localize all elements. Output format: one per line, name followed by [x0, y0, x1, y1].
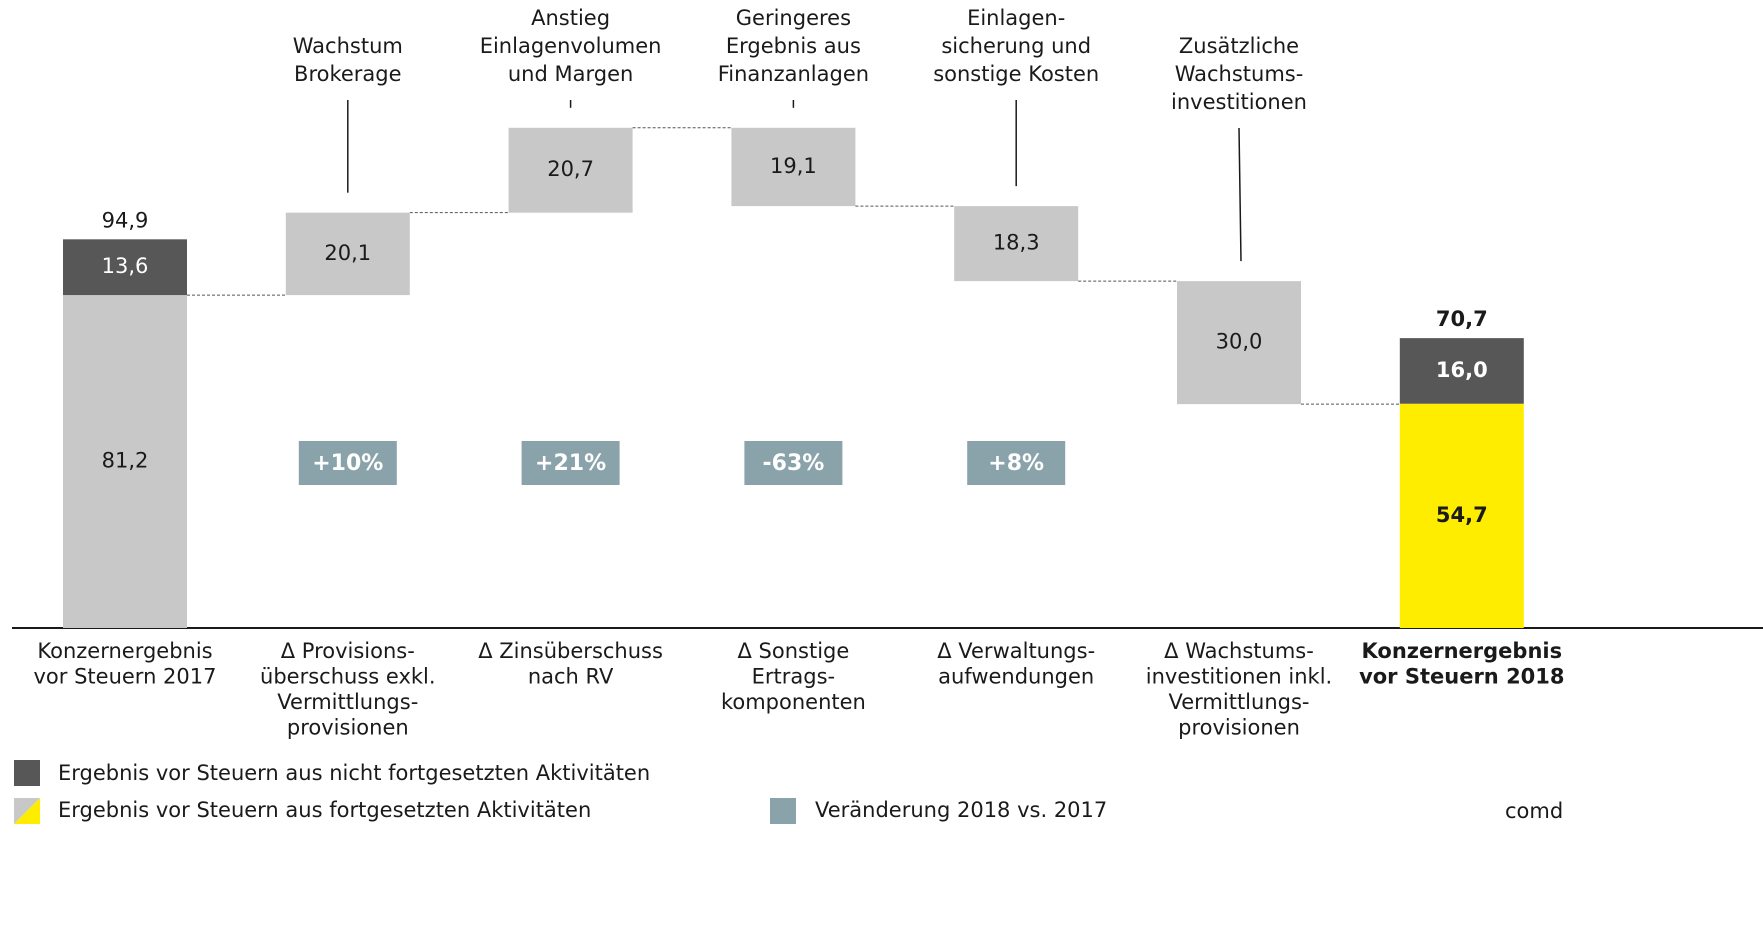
annotation: Einlagen-sicherung und sonstige Kosten	[933, 6, 1099, 86]
value-label: 20,1	[324, 241, 371, 265]
delta-bar	[1177, 281, 1301, 405]
change-label: +21%	[535, 451, 606, 476]
legend-swatch	[770, 798, 796, 824]
total-label: 70,7	[1436, 307, 1488, 331]
annotation: Geringeres Ergebnis aus Finanzanlagen	[718, 6, 869, 86]
value-label: 13,6	[102, 254, 149, 278]
annotation: Zusätzliche Wachstums-investitionen	[1171, 34, 1307, 114]
source: comd	[1505, 799, 1563, 823]
change-badge	[967, 441, 1066, 485]
x-tick-label: Δ Provisions-überschuss exkl. Vermittlung…	[260, 639, 436, 740]
change-badge	[298, 441, 397, 485]
delta-bar	[731, 127, 856, 207]
continuing-bar	[1399, 403, 1524, 628]
value-label: 16,0	[1436, 358, 1488, 382]
legend-label: Ergebnis vor Steuern aus fortgesetzten A…	[58, 798, 591, 822]
x-tick-label: Konzernergebnis vor Steuern 2017	[34, 639, 217, 689]
annotation: Anstieg Einlagenvolumen und Margen	[480, 6, 662, 86]
delta-bar	[285, 212, 410, 296]
change-badge	[521, 441, 620, 485]
continuing-bar	[63, 295, 187, 628]
value-label: 20,7	[547, 157, 594, 181]
value-label: 81,2	[102, 449, 149, 473]
value-label: 19,1	[770, 154, 817, 178]
x-tick-label: Δ Zinsüberschuss nach RV	[478, 639, 663, 689]
delta-bar	[954, 206, 1079, 282]
legend-label: Veränderung 2018 vs. 2017	[815, 798, 1107, 822]
change-label: +10%	[312, 451, 383, 476]
change-badge	[744, 441, 843, 485]
value-label: 18,3	[993, 231, 1040, 255]
legend-label: Ergebnis vor Steuern aus nicht fortgeset…	[58, 761, 650, 785]
x-tick-label: Δ Verwaltungs-aufwendungen	[937, 639, 1095, 689]
change-label: +8%	[988, 451, 1044, 476]
change-label: -63%	[763, 451, 825, 476]
x-tick-label: Konzernergebnis vor Steuern 2018	[1359, 639, 1564, 689]
legend-swatch	[14, 798, 40, 824]
annotation-line	[1238, 127, 1242, 262]
value-label: 54,7	[1436, 503, 1488, 527]
annotation: Wachstum Brokerage	[293, 34, 403, 86]
legend-swatch	[14, 760, 40, 786]
discontinued-bar	[1399, 338, 1524, 404]
discontinued-bar	[63, 239, 187, 296]
delta-bar	[508, 127, 633, 213]
value-label: 30,0	[1216, 330, 1263, 354]
x-tick-label: Δ Wachstums-investitionen inkl. Vermittlu…	[1146, 639, 1332, 740]
total-label: 94,9	[102, 208, 149, 232]
x-tick-label: Δ Sonstige Ertrags-komponenten	[721, 639, 866, 714]
